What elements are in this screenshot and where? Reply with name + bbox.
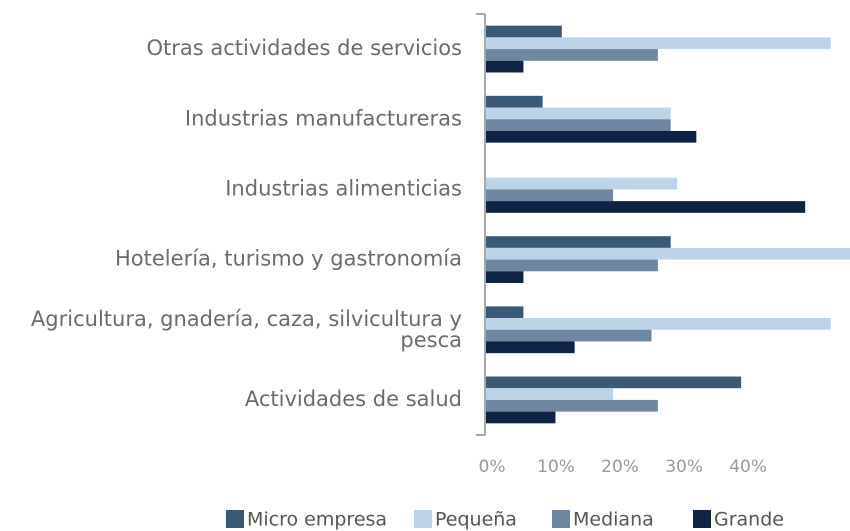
legend-swatch	[226, 510, 244, 528]
bar	[485, 107, 671, 120]
bar	[485, 247, 850, 260]
legend-label: Micro empresa	[247, 509, 387, 531]
bar	[485, 49, 658, 61]
x-tick-label: 30%	[665, 457, 703, 477]
bar	[485, 399, 658, 412]
x-tick-label: 20%	[601, 457, 639, 477]
bar	[485, 329, 652, 342]
legend-swatch	[552, 510, 570, 528]
bar	[485, 318, 831, 330]
bar	[485, 60, 524, 73]
bar	[485, 95, 543, 108]
legend-label: Pequeña	[435, 509, 517, 531]
bar	[485, 37, 831, 50]
legend-label: Mediana	[573, 509, 654, 531]
bar	[485, 271, 524, 283]
x-tick-label: 10%	[537, 457, 575, 477]
category-label: Industrias alimenticias	[225, 176, 462, 200]
legend-swatch	[693, 510, 711, 528]
bar	[485, 259, 658, 272]
category-label: Hotelería, turismo y gastronomía	[115, 247, 462, 271]
x-tick-label: 40%	[729, 457, 767, 477]
category-label: Actividades de salud	[245, 387, 462, 411]
bar	[485, 306, 524, 319]
bar	[485, 388, 614, 400]
legend-swatch	[414, 510, 432, 528]
bar	[485, 130, 697, 143]
x-tick-label: 0%	[479, 457, 506, 477]
bar	[485, 177, 678, 190]
bar	[485, 201, 806, 213]
bar	[485, 119, 671, 131]
category-label: Otras actividades de servicios	[146, 36, 462, 60]
bar	[485, 376, 742, 389]
category-label: Agricultura, gnadería, caza, silvicultur…	[31, 307, 462, 352]
bar	[485, 411, 556, 424]
bar	[485, 341, 575, 354]
category-label: Industrias manufactureras	[185, 106, 462, 130]
bar	[485, 236, 671, 248]
legend-label: Grande	[714, 509, 784, 531]
bar	[485, 25, 562, 38]
bar	[485, 189, 614, 202]
